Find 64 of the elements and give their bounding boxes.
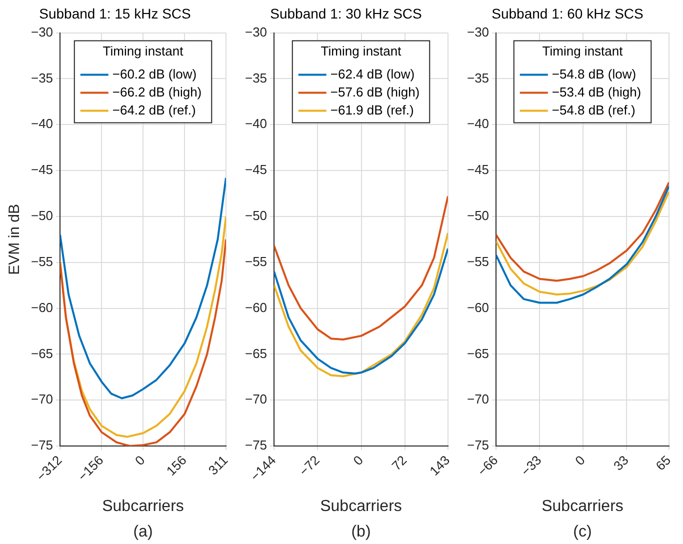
legend-label: −57.6 dB (high) — [330, 84, 420, 100]
legend-label: −53.4 dB (high) — [552, 84, 642, 100]
y-tick-label: −40 — [244, 116, 268, 132]
y-tick-label: −45 — [466, 162, 490, 178]
chart-title: Subband 1: 15 kHz SCS — [39, 5, 191, 22]
legend-label: −62.4 dB (low) — [330, 66, 415, 82]
y-tick-label: −60 — [30, 300, 54, 315]
y-tick-label: −75 — [466, 438, 490, 453]
y-tick-label: −70 — [244, 392, 268, 407]
x-tick-label: 311 — [205, 452, 231, 478]
legend-title: Timing instant — [542, 43, 624, 58]
x-axis-title: Subcarriers — [542, 498, 624, 515]
y-tick-label: −40 — [466, 116, 490, 132]
x-tick-label: −33 — [518, 452, 544, 479]
legend-label: −54.8 dB (ref.) — [552, 102, 636, 118]
x-tick-label: 143 — [426, 452, 453, 479]
y-tick-label: −55 — [466, 254, 490, 269]
x-axis-title: Subcarriers — [102, 498, 184, 515]
y-axis-title: EVM in dB — [6, 204, 24, 275]
y-tick-label: −30 — [30, 24, 54, 40]
y-tick-label: −55 — [30, 254, 54, 269]
y-tick-label: −65 — [466, 346, 490, 361]
y-tick-label: −60 — [244, 300, 268, 315]
y-tick-label: −65 — [30, 346, 54, 361]
y-tick-label: −40 — [30, 116, 54, 132]
legend-title: Timing instant — [102, 43, 184, 58]
y-tick-label: −75 — [244, 438, 268, 453]
y-tick-label: −30 — [244, 24, 268, 40]
text: (a) — [133, 523, 153, 540]
x-tick-label: −72 — [296, 452, 322, 479]
x-tick-label: 72 — [388, 452, 410, 474]
text: (b) — [351, 523, 371, 540]
legend-label: −60.2 dB (low) — [112, 66, 197, 82]
chart-title: Subband 1: 60 kHz SCS — [492, 5, 644, 22]
x-tick-label: 156 — [163, 452, 190, 479]
text: (c) — [573, 523, 592, 540]
x-tick-label: 0 — [572, 452, 588, 468]
legend-label: −54.8 dB (low) — [552, 66, 636, 82]
legend-label: −64.2 dB (ref.) — [112, 102, 196, 118]
y-tick-label: −45 — [30, 162, 54, 178]
chart-title: Subband 1: 30 kHz SCS — [270, 5, 422, 22]
y-tick-label: −50 — [466, 208, 490, 224]
x-tick-label: 0 — [132, 452, 148, 468]
y-tick-label: −60 — [466, 300, 490, 315]
x-tick-label: 0 — [350, 452, 366, 468]
x-axis-title: Subcarriers — [320, 498, 402, 515]
y-tick-label: −70 — [466, 392, 490, 407]
y-tick-label: −50 — [30, 208, 54, 224]
x-tick-label: −66 — [474, 452, 501, 479]
y-tick-label: −35 — [244, 70, 268, 86]
legend-label: −61.9 dB (ref.) — [330, 102, 414, 118]
y-tick-label: −35 — [466, 70, 490, 86]
y-tick-label: −55 — [244, 254, 268, 269]
y-tick-label: −50 — [244, 208, 268, 224]
y-tick-label: −75 — [30, 438, 54, 453]
y-tick-label: −65 — [244, 346, 268, 361]
y-tick-label: −35 — [30, 70, 54, 86]
x-tick-label: 33 — [610, 452, 632, 474]
legend-label: −66.2 dB (high) — [112, 84, 202, 100]
x-tick-label: 65 — [652, 452, 674, 474]
y-tick-label: −30 — [466, 24, 490, 40]
y-tick-label: −70 — [30, 392, 54, 407]
legend-title: Timing instant — [320, 43, 402, 58]
y-tick-label: −45 — [244, 162, 268, 178]
